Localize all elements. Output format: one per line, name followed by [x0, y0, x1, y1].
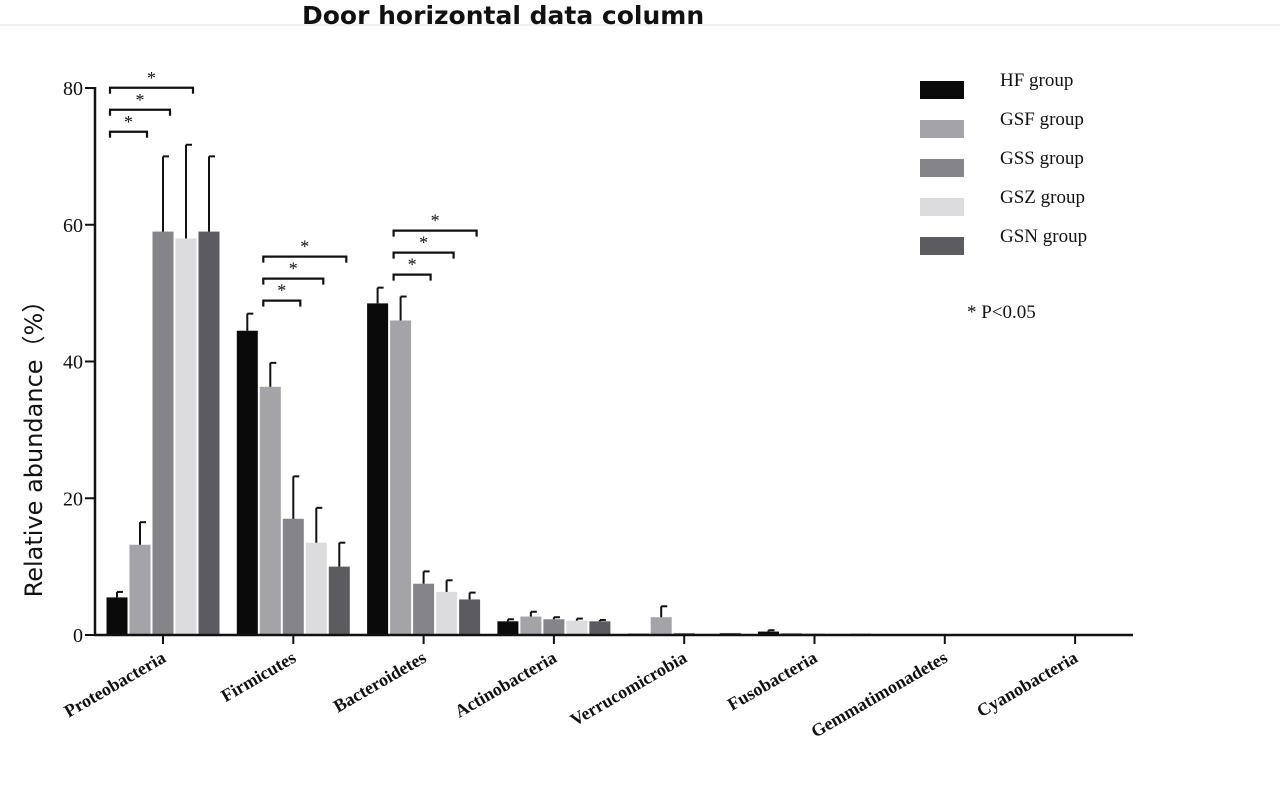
legend-swatch [920, 237, 964, 255]
legend-label: GSF group [1000, 109, 1084, 130]
bar [259, 386, 281, 635]
bar [390, 320, 412, 635]
y-axis-label: Relative abundance（%） [20, 289, 48, 598]
bar [566, 620, 588, 635]
legend: HF group GSF group GSS group GSZ group GSN g… [920, 70, 1087, 255]
significance-bracket [108, 130, 149, 138]
bar [236, 330, 258, 635]
x-tick-label: Verrucomicrobia [567, 647, 690, 730]
significance-star: * [136, 90, 145, 110]
significance-star: * [300, 237, 309, 257]
bar [497, 621, 519, 635]
x-tick-label: Fusobacteria [724, 647, 821, 714]
bar [198, 231, 220, 635]
bar [328, 566, 350, 635]
bar [305, 542, 327, 635]
significance-bracket [262, 277, 325, 285]
significance-bracket [262, 299, 302, 307]
error-bars-layer [116, 143, 775, 632]
legend-swatch [920, 120, 964, 138]
legend-label: HF group [1000, 70, 1073, 91]
significance-star: * [289, 259, 298, 279]
significance-star: * [408, 255, 417, 275]
bar [589, 621, 611, 635]
x-tick-label: Bacteroidetes [330, 647, 430, 716]
significance-layer: ********* [108, 68, 478, 307]
legend-label: GSZ group [1000, 187, 1085, 208]
legend-swatch [920, 198, 964, 216]
y-tick-label: 0 [73, 625, 83, 647]
significance-star: * [431, 211, 440, 231]
significance-bracket [108, 108, 172, 116]
bar [758, 631, 779, 635]
significance-bracket [392, 251, 455, 259]
legend-swatch [920, 81, 964, 99]
bar [106, 597, 128, 635]
x-tick-label: Proteobacteria [61, 647, 169, 721]
significance-star: * [124, 112, 133, 132]
legend-label: GSS group [1000, 148, 1084, 169]
axes-layer: 0 20 40 60 80 Proteobacteria Firmicutes Bactero… [61, 78, 1133, 741]
y-tick-label: 20 [63, 488, 83, 510]
bar [436, 591, 458, 635]
y-tick-label: 60 [63, 215, 83, 237]
y-tick-label: 80 [63, 78, 83, 100]
legend-label: GSN group [1000, 226, 1087, 247]
bar [175, 238, 197, 636]
legend-swatch [920, 159, 964, 177]
bar [152, 231, 174, 635]
significance-bracket [392, 273, 432, 281]
bar [282, 518, 304, 635]
y-tick-label: 40 [63, 352, 83, 374]
bar [459, 599, 481, 635]
p-value-note: * P<0.05 [967, 302, 1036, 323]
significance-star: * [277, 281, 286, 301]
x-tick-label: Actinobacteria [451, 647, 560, 721]
significance-bracket [108, 86, 195, 94]
significance-bracket [262, 255, 348, 263]
bar [413, 583, 435, 635]
bars-layer [106, 231, 1132, 636]
chart-title: Door horizontal data column [302, 1, 704, 30]
bar [367, 303, 389, 635]
bar [520, 616, 542, 635]
bar [543, 619, 565, 635]
x-tick-label: Gemmatimonadetes [807, 647, 950, 741]
bar [129, 544, 151, 635]
significance-star: * [419, 233, 428, 253]
bar [650, 617, 672, 635]
x-tick-label: Firmicutes [217, 647, 299, 706]
significance-star: * [147, 68, 156, 88]
x-tick-label: Cyanobacteria [973, 647, 1081, 721]
significance-bracket [392, 229, 478, 237]
